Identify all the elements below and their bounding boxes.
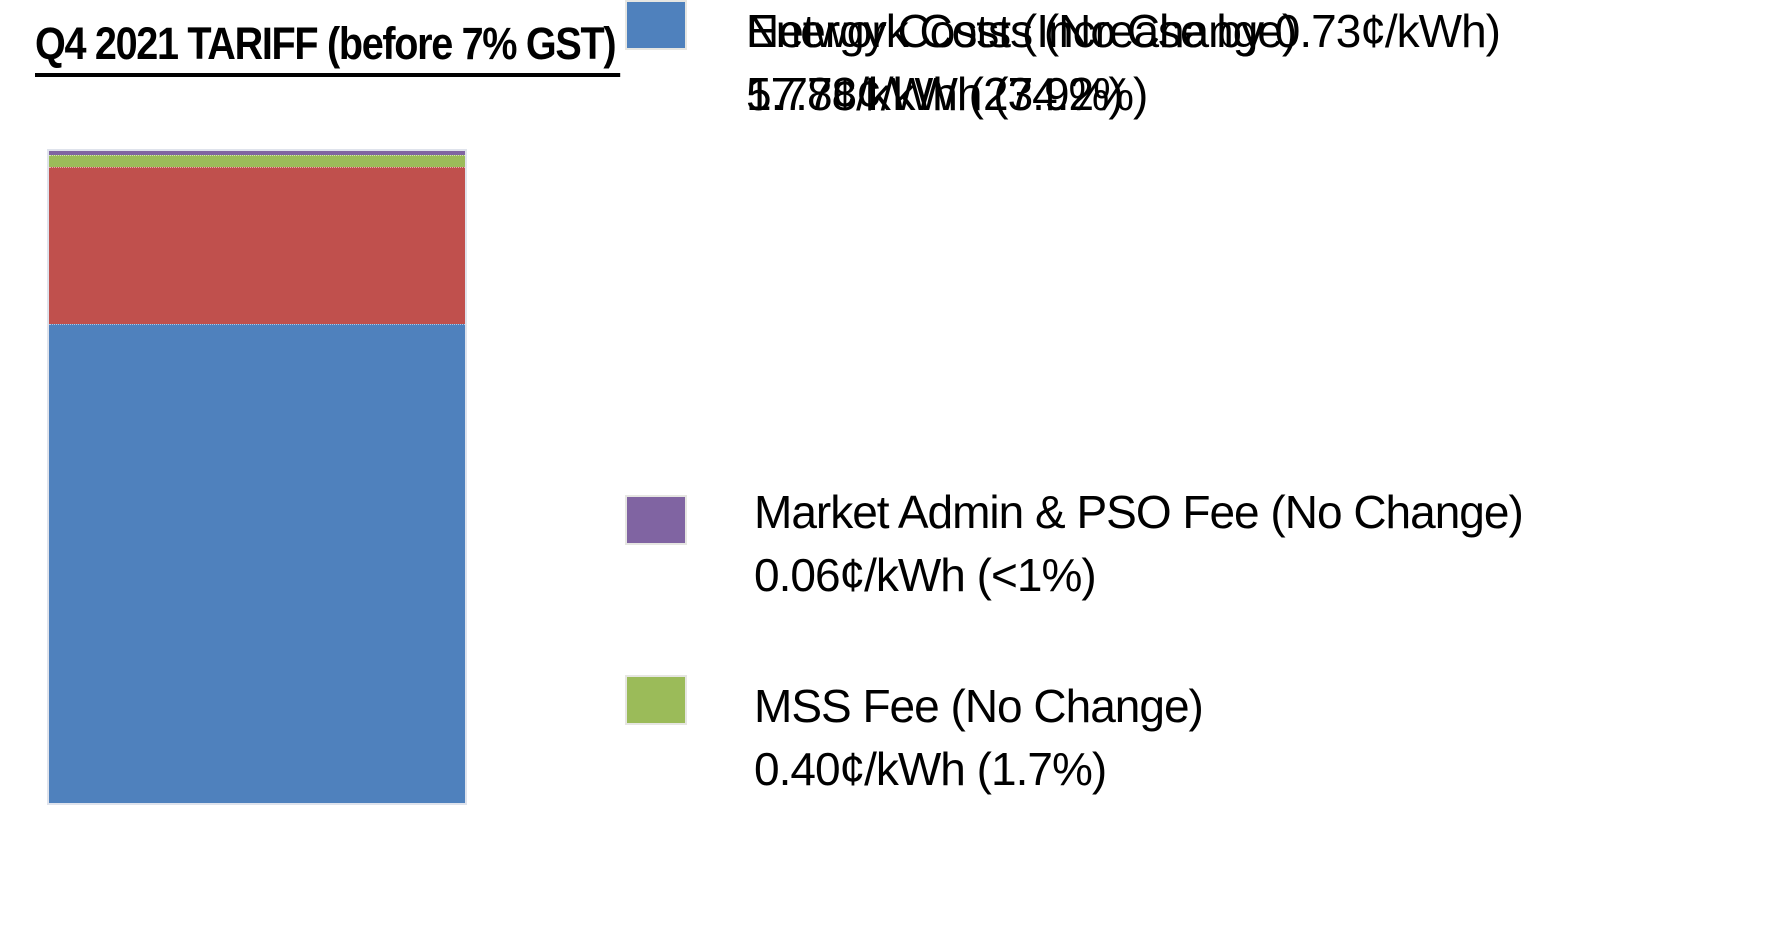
legend-value: 0.06¢/kWh (<1%) [754, 549, 1097, 601]
legend-label: MSS Fee (No Change) [754, 680, 1204, 732]
legend-label: Network Costs (No Change) [746, 5, 1297, 57]
energy-costs-swatch [625, 0, 687, 50]
bar-segment-1 [49, 151, 465, 155]
bar-segment-4 [49, 324, 465, 803]
legend-label: Market Admin & PSO Fee (No Change) [754, 486, 1524, 538]
legend-value: 17.88¢/kWh (74.2%) [746, 68, 1148, 120]
legend-label: Energy Costs (Increase by 0.73¢/kWh) [746, 5, 1501, 57]
bar-segment-3 [49, 167, 465, 324]
market-admin-pso-fee-swatch [625, 495, 687, 545]
bar-segment-2 [49, 155, 465, 167]
page-title: Q4 2021 TARIFF (before 7% GST) [35, 18, 621, 77]
legend-value: 0.40¢/kWh (1.7%) [754, 743, 1107, 795]
legend-value: 5.77¢/kWh (23.9%) [746, 68, 1124, 120]
stacked-bar [47, 149, 467, 805]
mss-fee-swatch [625, 675, 687, 725]
